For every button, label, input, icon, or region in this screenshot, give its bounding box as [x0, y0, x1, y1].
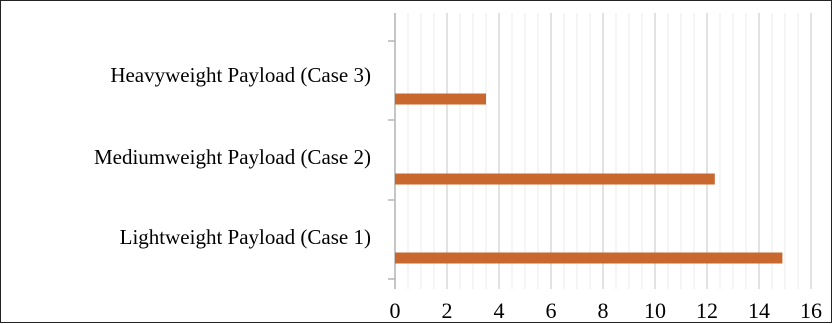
x-tick-label: 8	[598, 298, 609, 323]
x-tick-label: 0	[390, 298, 401, 323]
x-tick-label: 14	[748, 298, 770, 323]
category-label: Heavyweight Payload (Case 3)	[110, 63, 371, 87]
bar	[395, 93, 486, 105]
x-tick-label: 6	[546, 298, 557, 323]
category-labels: Heavyweight Payload (Case 3) Mediumweight…	[94, 63, 371, 249]
x-tick-label: 4	[494, 298, 505, 323]
category-label: Mediumweight Payload (Case 2)	[94, 145, 371, 169]
bar	[395, 252, 783, 264]
bars	[395, 93, 783, 264]
grid-lines	[394, 13, 812, 289]
x-tick-label: 2	[442, 298, 453, 323]
y-axis	[388, 13, 396, 289]
x-tick-label: 12	[696, 298, 718, 323]
x-tick-labels: 0 2 4 6 8 10 12 14 16	[390, 298, 823, 323]
x-tick-label: 10	[644, 298, 666, 323]
x-tick-label: 16	[800, 298, 822, 323]
bar	[395, 173, 715, 185]
category-label: Lightweight Payload (Case 1)	[120, 225, 371, 249]
